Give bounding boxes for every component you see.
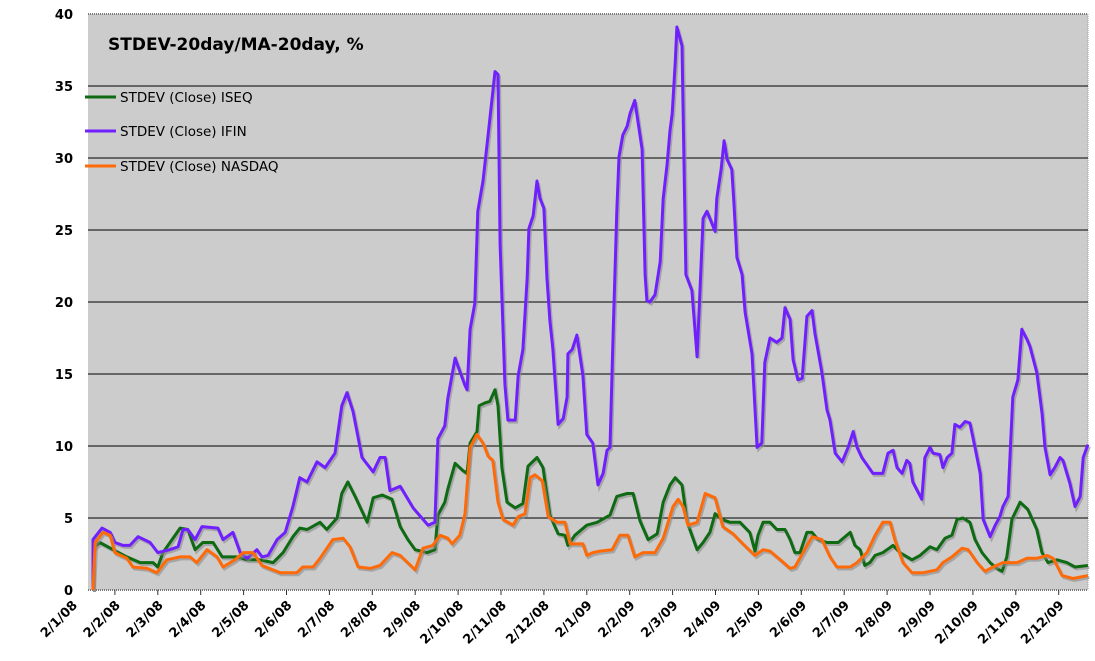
x-tick-label: 2/12/08	[503, 598, 552, 647]
y-tick-label: 40	[55, 8, 73, 23]
series-lines	[91, 25, 1091, 592]
x-tick-label: 2/6/08	[252, 598, 295, 641]
series-line-ifin	[91, 25, 1090, 590]
legend-label-nasdaq: STDEV (Close) NASDAQ	[120, 159, 279, 175]
x-tick-label: 2/12/09	[1018, 598, 1067, 647]
x-tick-label: 2/1/09	[553, 598, 596, 641]
x-tick-label: 2/9/09	[896, 598, 939, 641]
x-tick-label: 2/6/09	[767, 598, 810, 641]
x-tick-label: 2/1/08	[38, 598, 81, 641]
x-tick-label: 2/2/09	[596, 598, 639, 641]
x-tick-label: 2/7/09	[810, 598, 853, 641]
x-tick-label: 2/4/08	[167, 598, 210, 641]
y-tick-label: 35	[55, 80, 73, 95]
legend-label-iseq: STDEV (Close) ISEQ	[120, 90, 253, 106]
y-tick-label: 20	[55, 296, 73, 311]
x-tick-label: 2/8/09	[853, 598, 896, 641]
legend-label-ifin: STDEV (Close) IFIN	[120, 124, 247, 140]
x-tick-label: 2/7/08	[295, 598, 338, 641]
x-tick-label: 2/2/08	[81, 598, 124, 641]
y-tick-label: 15	[55, 368, 73, 383]
gridlines	[88, 13, 1089, 591]
x-tick-label: 2/5/08	[210, 598, 253, 641]
chart-title: STDEV-20day/MA-20day, %	[108, 35, 364, 55]
x-tick-label: 2/9/08	[381, 598, 424, 641]
x-tick-label: 2/8/08	[338, 598, 381, 641]
x-tick-label: 2/3/09	[639, 598, 682, 641]
x-tick-label: 2/11/08	[461, 598, 510, 647]
x-tick-label: 2/11/09	[975, 598, 1024, 647]
x-tick-label: 2/3/08	[124, 598, 167, 641]
x-tick-label: 2/5/09	[724, 598, 767, 641]
y-axis: 0 5 10 15 20 25 30 35 40	[55, 8, 73, 599]
y-tick-label: 5	[64, 512, 73, 527]
y-tick-label: 0	[64, 584, 73, 599]
x-tick-label: 2/10/08	[418, 598, 467, 647]
y-tick-label: 10	[55, 440, 73, 455]
x-axis: 2/1/08 2/2/08 2/3/08 2/4/08 2/5/08 2/6/08 2/7/…	[38, 590, 1068, 648]
legend: STDEV (Close) ISEQ STDEV (Close) IFIN ST…	[85, 90, 279, 175]
y-tick-label: 25	[55, 224, 73, 239]
series-line-iseq	[91, 388, 1089, 590]
x-tick-label: 2/10/09	[932, 598, 981, 647]
series-line-nasdaq	[91, 433, 1089, 591]
x-tick-label: 2/4/09	[681, 598, 724, 641]
y-tick-label: 30	[55, 152, 73, 167]
